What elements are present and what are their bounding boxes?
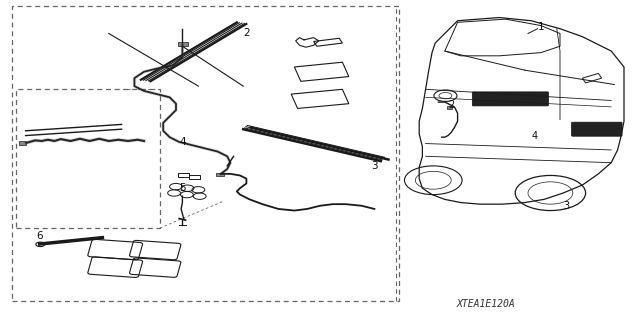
Bar	[447, 106, 452, 109]
Text: XTEA1E120A: XTEA1E120A	[457, 300, 516, 309]
Bar	[216, 173, 224, 176]
Text: 5: 5	[179, 183, 186, 193]
Text: 1: 1	[538, 22, 544, 32]
Bar	[16, 89, 160, 228]
FancyBboxPatch shape	[472, 92, 548, 106]
Text: 4: 4	[531, 130, 538, 141]
Bar	[178, 42, 188, 46]
Bar	[12, 6, 399, 301]
Bar	[189, 175, 200, 179]
FancyBboxPatch shape	[572, 122, 622, 136]
Text: 3: 3	[371, 161, 378, 171]
Bar	[19, 141, 26, 145]
Bar	[178, 173, 189, 177]
Text: 3: 3	[563, 201, 570, 211]
Text: 2: 2	[448, 100, 454, 110]
Text: 4: 4	[179, 137, 186, 147]
Text: 6: 6	[36, 231, 43, 241]
Text: 2: 2	[243, 28, 250, 39]
